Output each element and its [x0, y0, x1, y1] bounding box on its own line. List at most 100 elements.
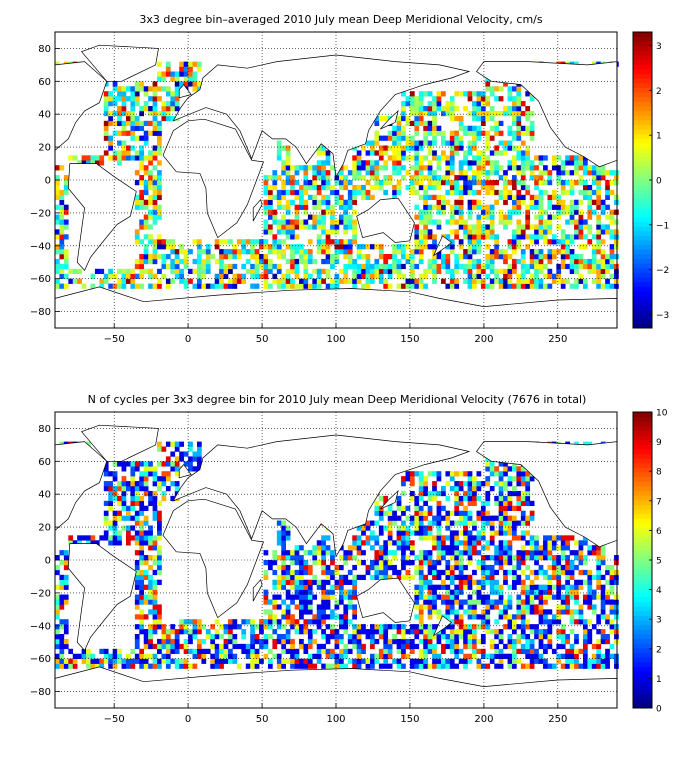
heatmap-cell: [263, 175, 269, 181]
heatmap-cell: [361, 574, 366, 581]
heatmap-cell: [543, 599, 548, 605]
heatmap-cell: [547, 594, 553, 600]
heatmap-cell: [307, 184, 313, 191]
heatmap-cell: [370, 638, 375, 645]
heatmap-cell: [525, 150, 531, 156]
heatmap-cell: [565, 540, 570, 546]
heatmap-cell: [596, 214, 602, 220]
heatmap-cell: [299, 564, 304, 571]
heatmap-cell: [432, 594, 437, 600]
heatmap-cell: [157, 643, 162, 650]
colorbar-segment: [633, 304, 652, 310]
heatmap-cell: [307, 273, 313, 279]
heatmap-cell: [325, 268, 331, 275]
heatmap-cell: [489, 283, 495, 289]
heatmap-cell: [148, 461, 153, 467]
heatmap-cell: [454, 204, 460, 210]
heatmap-cell: [401, 574, 406, 581]
heatmap-cell: [458, 629, 464, 635]
heatmap-cell: [423, 106, 428, 112]
heatmap-cell: [316, 199, 322, 205]
heatmap-cell: [143, 520, 149, 526]
heatmap-cell: [307, 629, 313, 635]
heatmap-cell: [55, 599, 60, 605]
heatmap-cell: [427, 584, 433, 590]
heatmap-cell: [476, 175, 482, 181]
heatmap-cell: [192, 466, 198, 472]
heatmap-cell: [574, 619, 579, 625]
heatmap-cell: [352, 584, 358, 590]
heatmap-cell: [503, 515, 508, 521]
heatmap-cell: [117, 110, 122, 117]
heatmap-cell: [263, 653, 269, 659]
heatmap-cell: [427, 471, 433, 477]
heatmap-cell: [139, 550, 145, 556]
heatmap-cell: [134, 530, 140, 536]
heatmap-cell: [68, 268, 74, 275]
heatmap-cell: [414, 495, 420, 502]
heatmap-cell: [516, 283, 522, 289]
heatmap-cell: [157, 120, 162, 127]
heatmap-cell: [378, 648, 384, 655]
heatmap-cell: [472, 160, 477, 166]
heatmap-cell: [427, 219, 433, 225]
colorbar-segment: [633, 41, 652, 47]
heatmap-cell: [152, 589, 158, 595]
heatmap-cell: [565, 263, 570, 270]
heatmap-cell: [511, 505, 517, 511]
heatmap-cell: [441, 209, 446, 215]
heatmap-cell: [560, 234, 566, 240]
heatmap-cell: [103, 510, 109, 516]
colorbar-segment: [633, 314, 652, 320]
cycles-panel: N of cycles per 3x3 degree bin for 2010 …: [30, 393, 668, 725]
heatmap-cell: [511, 130, 517, 136]
heatmap-cell: [152, 258, 158, 265]
heatmap-cell: [117, 486, 122, 492]
heatmap-cell: [299, 278, 304, 284]
heatmap-cell: [392, 150, 397, 156]
heatmap-cell: [441, 135, 446, 141]
heatmap-cell: [170, 263, 176, 270]
heatmap-cell: [494, 189, 499, 196]
heatmap-cell: [299, 643, 304, 650]
heatmap-cell: [516, 555, 522, 561]
heatmap-cell: [418, 254, 424, 260]
heatmap-cell: [303, 184, 309, 191]
heatmap-cell: [494, 199, 499, 205]
heatmap-cell: [55, 555, 60, 561]
heatmap-cell: [361, 165, 366, 171]
heatmap-cell: [228, 648, 233, 655]
heatmap-cell: [148, 471, 153, 477]
heatmap-cell: [578, 155, 584, 161]
heatmap-cell: [551, 564, 557, 571]
heatmap-cell: [556, 564, 562, 571]
heatmap-cell: [582, 258, 588, 265]
heatmap-cell: [596, 234, 602, 240]
heatmap-cell: [103, 535, 109, 541]
heatmap-cell: [489, 520, 495, 526]
heatmap-cell: [569, 643, 575, 650]
heatmap-cell: [427, 91, 433, 97]
heatmap-cell: [205, 244, 211, 250]
land-mask: [54, 424, 618, 709]
heatmap-cell: [232, 658, 238, 664]
heatmap-cell: [281, 555, 287, 561]
heatmap-cell: [409, 540, 415, 546]
heatmap-cell: [148, 194, 153, 201]
heatmap-cell: [134, 520, 140, 526]
heatmap-cell: [551, 535, 557, 541]
heatmap-cell: [525, 283, 531, 289]
heatmap-cell: [449, 283, 455, 289]
heatmap-cell: [152, 204, 158, 210]
heatmap-cell: [94, 658, 100, 664]
heatmap-cell: [525, 663, 531, 669]
heatmap-cell: [205, 268, 211, 275]
heatmap-cell: [223, 249, 229, 255]
heatmap-cell: [441, 490, 446, 497]
heatmap-cell: [401, 130, 406, 136]
heatmap-cell: [294, 579, 300, 585]
heatmap-cell: [511, 234, 517, 240]
heatmap-cell: [472, 614, 477, 620]
heatmap-cell: [534, 589, 539, 595]
heatmap-cell: [556, 643, 562, 650]
